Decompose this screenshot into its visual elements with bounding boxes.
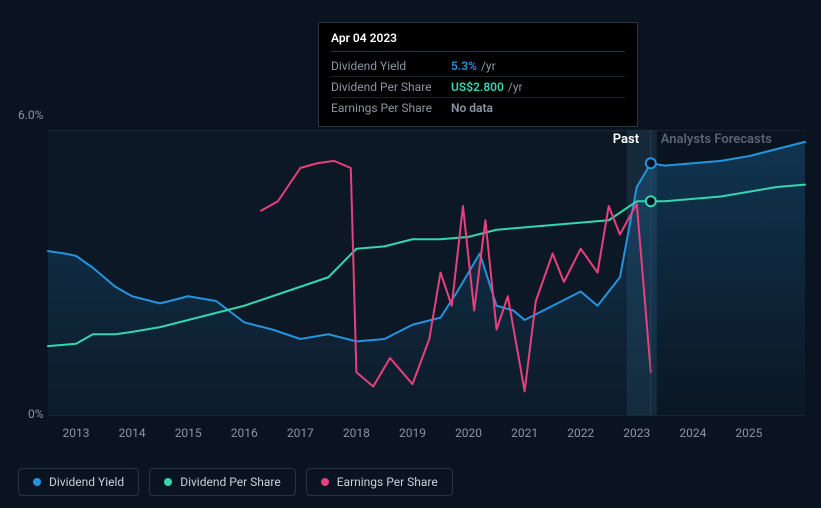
svg-text:2017: 2017 xyxy=(287,426,314,440)
legend-dot-icon xyxy=(321,478,329,486)
forecasts-section-label: Analysts Forecasts xyxy=(661,132,772,147)
tooltip-date: Apr 04 2023 xyxy=(331,31,625,52)
legend-label: Dividend Yield xyxy=(49,475,124,489)
tooltip-row-unit: /yr xyxy=(481,59,496,73)
svg-text:2019: 2019 xyxy=(399,426,426,440)
tooltip-row-label: Dividend Per Share xyxy=(331,80,451,94)
tooltip-row-value: No data xyxy=(451,101,493,115)
tooltip-row-unit: /yr xyxy=(508,80,523,94)
svg-text:2020: 2020 xyxy=(455,426,482,440)
tooltip-row-label: Dividend Yield xyxy=(331,59,451,73)
tooltip-row: Dividend Yield5.3% /yr xyxy=(331,56,625,77)
legend-item[interactable]: Earnings Per Share xyxy=(306,468,453,496)
tooltip-row-value: US$2.800 xyxy=(451,80,504,94)
y-axis-max-label: 6.0% xyxy=(18,108,43,122)
dividend-chart: 2013 2014 2015 2016 2017 2018 2019 2020 2021 2022… xyxy=(0,0,821,508)
tooltip-row: Dividend Per ShareUS$2.800/yr xyxy=(331,77,625,98)
svg-text:2024: 2024 xyxy=(679,426,706,440)
legend-dot-icon xyxy=(164,478,172,486)
svg-text:2022: 2022 xyxy=(567,426,594,440)
svg-text:2021: 2021 xyxy=(511,426,538,440)
tooltip-row-value: 5.3% xyxy=(451,59,477,73)
legend-item[interactable]: Dividend Yield xyxy=(18,468,139,496)
legend-dot-icon xyxy=(33,478,41,486)
legend-label: Earnings Per Share xyxy=(337,475,438,489)
svg-text:2025: 2025 xyxy=(735,426,762,440)
svg-text:2018: 2018 xyxy=(343,426,370,440)
legend-label: Dividend Per Share xyxy=(180,475,281,489)
tooltip-row-label: Earnings Per Share xyxy=(331,101,451,115)
svg-text:2013: 2013 xyxy=(63,426,90,440)
legend-item[interactable]: Dividend Per Share xyxy=(149,468,296,496)
svg-text:2015: 2015 xyxy=(175,426,202,440)
past-section-label: Past xyxy=(613,132,639,147)
chart-tooltip: Apr 04 2023 Dividend Yield5.3%/yrDividen… xyxy=(318,22,638,127)
svg-text:2023: 2023 xyxy=(623,426,650,440)
svg-text:2016: 2016 xyxy=(231,426,258,440)
svg-text:2014: 2014 xyxy=(119,426,146,440)
tooltip-row: Earnings Per ShareNo data xyxy=(331,98,625,118)
y-axis-min-label: 0% xyxy=(28,407,44,421)
chart-legend: Dividend Yield Dividend Per Share Earnings… xyxy=(18,468,453,496)
